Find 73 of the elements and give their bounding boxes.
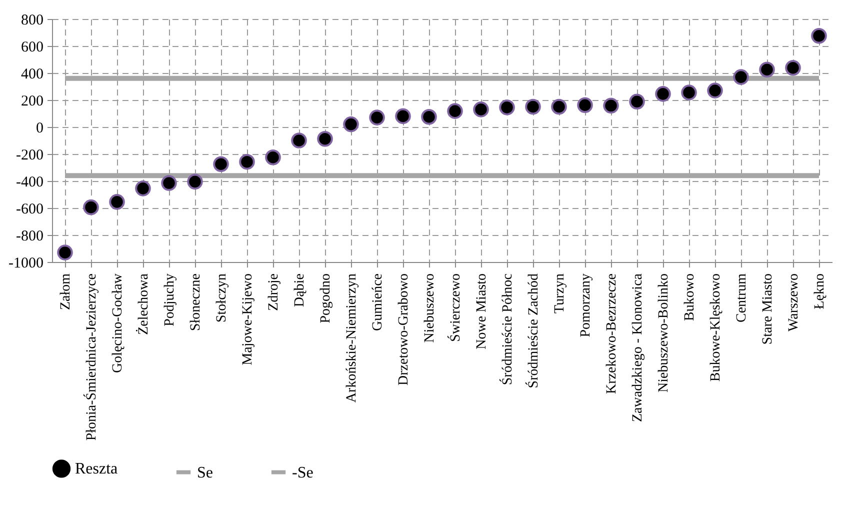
point <box>655 86 671 102</box>
x-tick-label: Śródmieście Zachód <box>524 274 542 388</box>
point <box>343 116 359 132</box>
x-tick-label: Bukowo <box>682 274 698 321</box>
point <box>83 199 99 216</box>
y-tick-label: 800 <box>21 12 44 28</box>
point <box>707 82 723 98</box>
point <box>109 194 125 210</box>
x-tick-label: Centrum <box>734 273 750 322</box>
x-tick-label: Śródmieście Północ <box>498 274 516 386</box>
y-tick-label: 400 <box>21 66 44 82</box>
x-tick-label: Niebuszewo-Bolinko <box>656 274 672 392</box>
point <box>551 98 567 115</box>
x-tick-label: Niebuszewo <box>422 274 438 343</box>
x-tick-label: Warszewo <box>786 274 802 332</box>
point <box>499 100 515 116</box>
x-tick-label: Arkońskie-Niemierzyn <box>344 274 360 403</box>
point <box>811 28 827 44</box>
x-tick-label: Słoneczne <box>188 274 204 332</box>
point <box>57 244 73 260</box>
x-tick-label: Bukowe-Klęskowo <box>708 274 724 382</box>
y-tick-label: -200 <box>16 148 44 164</box>
y-tick-label: 200 <box>21 94 44 110</box>
x-tick-label: Krzekowo-Bezrzecze <box>604 274 620 394</box>
point <box>759 62 775 78</box>
y-tick-label: 0 <box>36 120 44 136</box>
x-tick-label: Stare Miasto <box>760 274 776 345</box>
point <box>239 154 255 170</box>
x-tick-label: Stołczyn <box>214 274 230 322</box>
y-tick-label: 600 <box>21 40 44 56</box>
point <box>317 131 333 147</box>
point <box>291 132 307 148</box>
x-tick-label: Majowe-Kijewo <box>240 274 256 366</box>
point <box>733 69 749 85</box>
x-tick-label: Pogodno <box>318 274 334 324</box>
x-tick-label: Turzyn <box>552 274 568 314</box>
y-tick-label: -1000 <box>8 256 44 272</box>
point <box>161 175 177 191</box>
point <box>473 102 489 118</box>
point <box>135 180 151 196</box>
point <box>629 94 645 110</box>
point <box>577 97 593 114</box>
x-tick-label: Łękno <box>812 274 828 310</box>
x-tick-label: Golęcino-Gocław <box>110 272 126 374</box>
point <box>785 60 801 76</box>
x-tick-label: Dąbie <box>292 274 308 307</box>
point <box>681 84 697 100</box>
point <box>213 156 229 172</box>
x-tick-label: Gumieńce <box>370 274 386 332</box>
legend-label: -Se <box>292 464 314 482</box>
x-tick-label: Żelechowa <box>136 272 152 335</box>
x-tick-label: Drzetowo-Grabowo <box>396 274 412 386</box>
legend-label: Se <box>197 464 213 482</box>
x-tick-label: Pomorzany <box>578 274 594 338</box>
y-tick-label: -800 <box>16 228 44 244</box>
point <box>369 110 385 126</box>
x-tick-label: Załom <box>58 273 74 310</box>
x-tick-label: Świerczewo <box>446 274 464 342</box>
point <box>421 108 437 125</box>
y-tick-label: -400 <box>16 174 44 190</box>
point <box>447 103 463 119</box>
legend-label: Reszta <box>75 460 118 478</box>
x-tick-label: Płonia-Śmierdnica-Jezierzyce <box>82 274 100 441</box>
point <box>265 149 281 166</box>
point <box>603 98 619 114</box>
point <box>395 108 411 124</box>
x-tick-label: Zdroje <box>266 274 282 311</box>
x-tick-label: Nowe Miasto <box>474 274 490 350</box>
x-tick-label: Podjuchy <box>162 274 178 326</box>
x-tick-label: Zawadzkiego - Klonowica <box>630 272 646 422</box>
point <box>187 174 203 190</box>
point <box>525 98 541 115</box>
y-tick-label: -600 <box>16 202 44 218</box>
